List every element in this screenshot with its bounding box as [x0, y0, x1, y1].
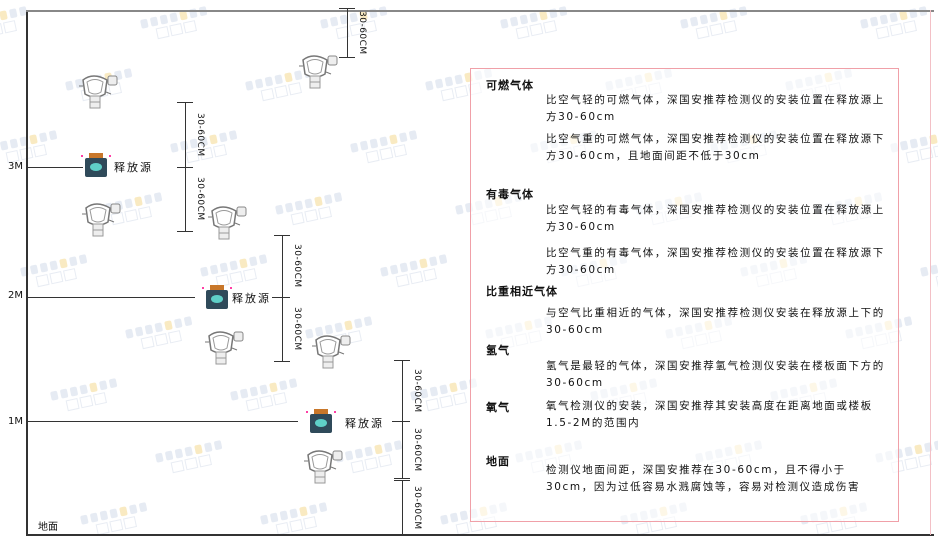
gas-detector-icon: [203, 328, 247, 366]
gas-detector-icon: [80, 200, 124, 238]
watermark-logo: [920, 264, 938, 288]
wall-right: [930, 10, 931, 535]
watermark-logo: [80, 502, 148, 536]
watermark-logo: [20, 254, 88, 288]
watermark-logo: [170, 130, 238, 164]
wall-left: [26, 10, 28, 536]
gas-source-icon: [201, 284, 233, 310]
dimension-line: [282, 297, 283, 361]
dimension-tick: [177, 167, 193, 168]
dimension-line: [402, 480, 403, 535]
level-1m: 1M: [8, 416, 23, 427]
dimension-line: [282, 235, 283, 297]
ceiling: [26, 10, 934, 12]
watermark-logo: [275, 192, 343, 226]
source-label: 释放源: [345, 417, 384, 430]
heading-ground: 地面: [486, 455, 510, 468]
dimension-line: [185, 167, 186, 231]
watermark-logo: [350, 130, 418, 164]
text-flammable-lighter: 比空气轻的可燃气体，深国安推荐检测仪的安装位置在释放源上方30-60cm: [546, 94, 885, 123]
gas-detector-icon: [302, 447, 346, 485]
dimension-tick: [394, 535, 410, 536]
leader: [272, 297, 290, 298]
dimension-line: [402, 421, 403, 478]
watermark-logo: [50, 378, 118, 412]
dimension-label: 30-60CM: [357, 10, 367, 55]
level-line-1m: [28, 421, 298, 422]
gas-source-icon: [80, 152, 112, 178]
level-3m: 3M: [8, 161, 23, 172]
gas-detector-icon: [297, 52, 341, 90]
text-ground: 检测仪地面间距，深国安推荐在30-60cm，且不得小于30cm，因为过低容易水溅…: [546, 464, 861, 493]
dimension-label: 30-60CM: [195, 112, 205, 157]
dimension-label: 30-60CM: [195, 177, 205, 221]
dimension-tick: [177, 231, 193, 232]
dimension-label: 30-60CM: [412, 485, 422, 530]
dimension-tick: [394, 480, 410, 481]
heading-toxic: 有毒气体: [486, 188, 534, 201]
dimension-label: 30-60CM: [412, 427, 422, 472]
legend-box: 可燃气体 比空气轻的可燃气体，深国安推荐检测仪的安装位置在释放源上方30-60c…: [470, 68, 899, 522]
dimension-tick: [177, 102, 193, 103]
text-oxygen: 氧气检测仪的安装，深国安推荐其安装高度在距离地面或楼板1.5-2M的范围内: [546, 400, 873, 429]
watermark-logo: [125, 316, 193, 350]
level-line-2m: [28, 297, 195, 298]
dimension-label: 30-60CM: [292, 307, 302, 351]
watermark-logo: [260, 502, 328, 536]
dimension-label: 30-60CM: [292, 244, 302, 288]
source-label: 释放源: [114, 161, 153, 174]
dimension-tick: [394, 478, 410, 479]
gas-detector-icon: [206, 203, 250, 241]
text-similar: 与空气比重相近的气体，深国安推荐检测仪安装在释放源上下的30-60cm: [546, 307, 885, 336]
source-label: 释放源: [232, 292, 271, 305]
ground-label: 地面: [38, 522, 58, 533]
dimension-line: [347, 8, 348, 57]
dimension-tick: [339, 8, 355, 9]
gas-detector-icon: [77, 72, 121, 110]
watermark-logo: [155, 440, 223, 474]
text-hydrogen: 氢气是最轻的气体，深国安推荐氢气检测仪安装在楼板面下方的30-60cm: [546, 360, 885, 389]
dimension-tick: [394, 360, 410, 361]
heading-oxygen: 氧气: [486, 401, 510, 414]
watermark-logo: [380, 254, 448, 288]
leader: [392, 421, 408, 422]
dimension-tick: [274, 361, 290, 362]
dimension-line: [402, 360, 403, 421]
level-line-3m: [28, 167, 83, 168]
gas-detector-icon: [310, 332, 354, 370]
text-toxic-lighter: 比空气轻的有毒气体，深国安推荐检测仪的安装位置在释放源上方30-60cm: [546, 204, 885, 233]
text-toxic-heavier: 比空气重的有毒气体，深国安推荐检测仪的安装位置在释放源下方30-60cm: [546, 247, 885, 276]
dimension-line: [185, 102, 186, 167]
dimension-label: 30-60CM: [412, 368, 422, 413]
dimension-tick: [274, 235, 290, 236]
heading-flammable: 可燃气体: [486, 79, 534, 92]
text-flammable-heavier: 比空气重的可燃气体，深国安推荐检测仪的安装位置在释放源下方30-60cm，且地面…: [546, 133, 885, 162]
heading-hydrogen: 氢气: [486, 344, 510, 357]
heading-similar: 比重相近气体: [486, 285, 558, 298]
watermark-logo: [230, 378, 298, 412]
dimension-tick: [339, 57, 355, 58]
gas-source-icon: [305, 408, 337, 434]
floor: [26, 534, 934, 536]
level-2m: 2M: [8, 290, 23, 301]
